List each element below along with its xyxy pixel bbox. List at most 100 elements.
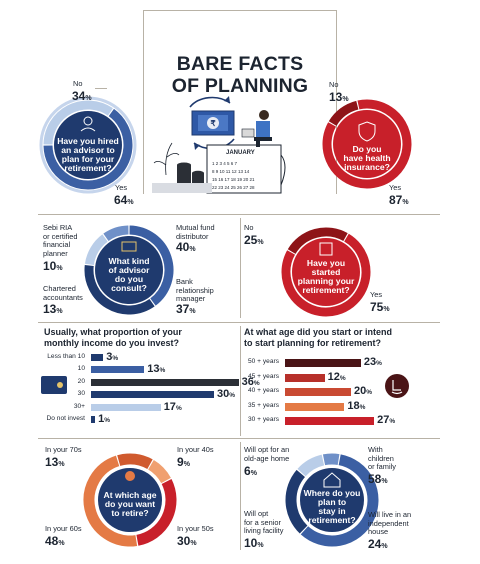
c4-slice-1 — [281, 233, 371, 317]
bars1-value-5: 1% — [98, 413, 110, 425]
c2-yes-label: Yes — [389, 183, 402, 192]
c6-slice-2 — [297, 454, 325, 477]
c3-slice-2 — [84, 234, 108, 266]
bars2-bar-0 — [285, 359, 361, 367]
rocking-chair-icon — [385, 374, 409, 398]
c4-q3: planning your — [298, 276, 355, 286]
cycle-arrow-icon — [189, 96, 231, 108]
bars2-label-3: 35 + years — [248, 401, 279, 409]
c2-yes-value: 87% — [389, 193, 409, 207]
bars2-bar-2 — [285, 388, 351, 396]
c1-q2: an advisor to — [61, 145, 114, 155]
c3-slice-0 — [129, 225, 174, 306]
c5-slice-0 — [147, 460, 171, 484]
c6-fam-value: 58% — [368, 472, 388, 486]
bars2-value-1: 12% — [327, 370, 346, 383]
c5-50s-label: In your 50s — [177, 524, 214, 533]
advisor-icon — [80, 116, 96, 132]
chart-started-planning: Have you started planning your retiremen… — [281, 227, 371, 317]
chart-retire-stay: Where do you plan to stay in retirement? — [285, 453, 379, 547]
c4-q4: retirement? — [302, 285, 349, 295]
svg-text:8 9 10 11 12 13 14: 8 9 10 11 12 13 14 — [212, 169, 250, 174]
c6-slice-1 — [285, 469, 308, 534]
c6-q1: Where do you — [304, 488, 361, 498]
bars1-bar-2 — [91, 378, 239, 386]
bars1-bar-4 — [91, 403, 161, 411]
c4-q2: started — [312, 267, 341, 277]
c6-slice-3 — [322, 453, 340, 466]
c4-q1: Have you — [307, 258, 345, 268]
c1-no-value: 34% — [72, 89, 92, 103]
c3-q4: consult? — [111, 283, 147, 293]
c5-q2: do you want — [105, 499, 155, 509]
c1-yes-value: 64% — [114, 193, 134, 207]
c5-q3: to retire? — [111, 508, 148, 518]
c1-slice-1 — [43, 108, 133, 190]
c1-slice-0 — [43, 100, 113, 145]
c1-q1: Have you hired — [57, 136, 119, 146]
svg-text:22 23 24 25 26 27 28: 22 23 24 25 26 27 28 — [212, 185, 255, 190]
c2-q2: have health — [343, 153, 390, 163]
c6-old-label: Will opt for an old-age home — [244, 445, 290, 463]
c6-sen-value: 10% — [244, 536, 264, 550]
bars1-value-2: 36% — [241, 375, 260, 388]
c6-fam-label: With children or family — [368, 445, 396, 472]
bars2-bar-3 — [285, 402, 345, 411]
c6-slice-0 — [300, 454, 379, 547]
c1-q3: plan for your — [62, 154, 115, 164]
chart-retire-age: At which age do you want to retire? — [83, 453, 177, 547]
calendar-month: JANUARY — [226, 150, 255, 156]
c2-no-value: 13% — [329, 90, 349, 104]
bars1-label-1: 10 — [77, 365, 85, 373]
bars1-title: Usually, what proportion of your monthly… — [44, 327, 182, 348]
c3-q3: do you — [115, 274, 143, 284]
c5-slice-3 — [117, 453, 153, 470]
c5-q1: At which age — [103, 490, 156, 500]
c4-yes-label: Yes — [370, 290, 383, 299]
c6-q3: stay in — [318, 506, 345, 516]
c4-no-value: 25% — [244, 233, 264, 247]
c4-no-label: No — [244, 223, 254, 232]
coins-icon — [177, 162, 204, 185]
bars2-bar-1 — [285, 373, 325, 382]
svg-text:15 16 17 18 19 20 21: 15 16 17 18 19 20 21 — [212, 177, 255, 182]
c6-old-value: 6% — [244, 464, 257, 478]
bars1-bar-0 — [91, 354, 104, 361]
c5-slice-1 — [136, 479, 177, 546]
house-icon — [323, 472, 341, 488]
briefcase-icon — [121, 241, 137, 252]
chart-advisor-hired: Have you hired an advisor to plan for yo… — [39, 96, 137, 194]
c5-60s-value: 48% — [45, 534, 65, 548]
c1-no-label: No — [73, 79, 83, 88]
planning-illustration: ₹ JANUARY 1 2 3 4 5 6 7 8 9 10 11 12 13 … — [152, 96, 286, 194]
c3-mf-label: Mutual fund distributor — [176, 223, 215, 241]
checklist-icon — [319, 242, 333, 256]
c2-slice-1 — [322, 99, 412, 189]
c5-slice-2 — [83, 455, 138, 547]
c1-q4: retirement? — [64, 163, 111, 173]
c2-q1: Do you — [352, 144, 381, 154]
c6-ind-label: Will live in an independent house — [368, 510, 412, 537]
c3-slice-3 — [103, 225, 129, 242]
c6-q4: retirement? — [308, 515, 355, 525]
bars1-label-5: Do not invest — [46, 415, 85, 422]
bars1-bar-5 — [91, 416, 96, 423]
bars2-value-4: 27% — [377, 414, 396, 426]
c5-70s-label: In your 70s — [45, 445, 82, 454]
c4-yes-value: 75% — [370, 300, 390, 314]
bars1-value-0: 3% — [106, 351, 119, 363]
c3-bank-value: 37% — [176, 302, 196, 316]
svg-text:1 2 3 4 5 6 7: 1 2 3 4 5 6 7 — [212, 161, 238, 166]
c6-sen-label: Will opt for a senior living facility — [244, 509, 284, 536]
bars1-label-4: 30+ — [73, 402, 85, 410]
c5-50s-value: 30% — [177, 534, 197, 548]
bars2-label-2: 40 + years — [248, 387, 279, 394]
bars1-value-3: 30% — [217, 388, 236, 401]
c1-yes-label: Yes — [115, 183, 128, 192]
chart-advisor-type: What kind of advisor do you consult? — [84, 225, 174, 315]
bars1-value-4: 17% — [163, 400, 182, 413]
c2-q3: insurance? — [344, 162, 390, 172]
c6-ind-value: 24% — [368, 537, 388, 551]
c5-40s-value: 9% — [177, 455, 190, 469]
c6-q2: plan to — [318, 497, 346, 507]
